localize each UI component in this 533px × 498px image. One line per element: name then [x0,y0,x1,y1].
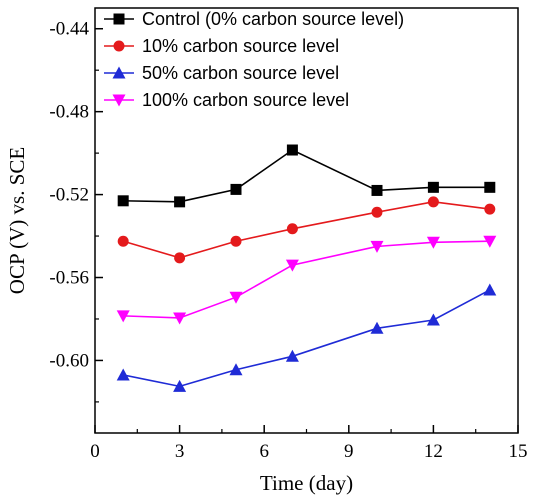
series-1-point [427,181,439,193]
x-axis-title: Time (day) [260,471,353,495]
series-4-point [370,240,384,253]
x-tick-label: 9 [344,441,354,462]
x-tick-label: 6 [259,441,269,462]
series-3-point [173,379,187,392]
series-4-point [229,291,243,304]
series-2-point [484,203,496,215]
legend-label-3: 50% carbon source level [142,63,339,83]
x-tick-label: 0 [90,441,100,462]
series-2-point [427,196,439,208]
series-4-point [173,312,187,325]
series-2-point [230,235,242,247]
series-3-point [116,368,130,381]
x-tick-label: 12 [424,441,443,462]
series-4-point [483,235,497,248]
y-tick-label: -0.52 [49,185,89,206]
series-3-point [483,283,497,296]
series-line-1 [123,149,490,203]
y-tick-label: -0.60 [49,350,89,371]
series-1-point [484,181,496,193]
y-tick-label: -0.56 [49,268,89,289]
series-1-point [230,183,242,195]
series-2-point [174,252,186,264]
series-2-point [286,223,298,235]
legend-label-1: Control (0% carbon source level) [142,9,404,29]
series-3-point [370,321,384,334]
series-2-point [117,235,129,247]
legend-marker-4 [112,94,126,107]
series-2-point [371,206,383,218]
series-4-point [285,259,299,272]
series-4-point [116,310,130,323]
y-tick-label: -0.48 [49,102,89,123]
legend-marker-3 [112,66,126,79]
legend-label-4: 100% carbon source level [142,90,349,110]
y-tick-label: -0.44 [49,19,89,40]
series-1-point [117,195,129,207]
series-1-point [371,184,383,196]
y-axis-title: OCP (V) vs. SCE [5,147,29,294]
series-1-point [174,196,186,208]
series-1-point [286,144,298,156]
x-tick-label: 15 [509,441,528,462]
series-line-3 [123,289,491,388]
series-line-2 [122,201,490,259]
series-3-point [285,349,299,362]
legend-marker-2 [113,40,125,52]
series-3-point [426,313,440,326]
series-4-point [426,236,440,249]
legend-marker-1 [113,13,125,25]
legend-label-2: 10% carbon source level [142,36,339,56]
series-3-point [229,363,243,376]
x-tick-label: 3 [175,441,185,462]
